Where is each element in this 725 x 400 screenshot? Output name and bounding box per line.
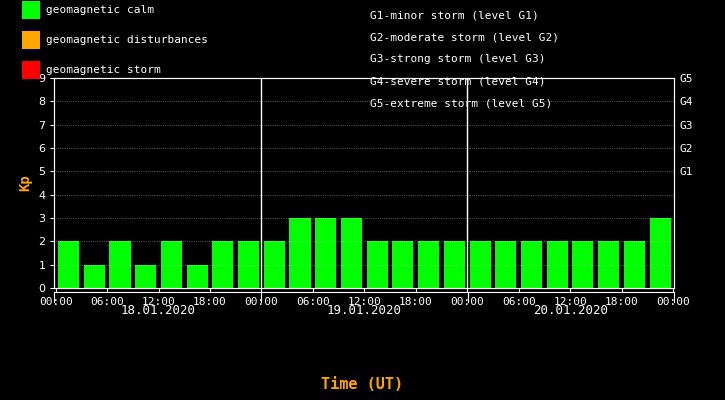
Bar [367, 241, 388, 288]
Bar [341, 218, 362, 288]
Bar [521, 241, 542, 288]
Bar [58, 241, 79, 288]
Bar [470, 241, 491, 288]
Text: G2-moderate storm (level G2): G2-moderate storm (level G2) [370, 32, 559, 42]
Text: 19.01.2020: 19.01.2020 [327, 304, 402, 316]
Bar [238, 241, 259, 288]
Text: geomagnetic disturbances: geomagnetic disturbances [46, 35, 207, 45]
Text: geomagnetic calm: geomagnetic calm [46, 5, 154, 15]
Text: 18.01.2020: 18.01.2020 [120, 304, 195, 316]
Text: G1-minor storm (level G1): G1-minor storm (level G1) [370, 10, 539, 20]
Bar [83, 265, 105, 288]
Text: G5-extreme storm (level G5): G5-extreme storm (level G5) [370, 98, 552, 108]
Bar [495, 241, 516, 288]
Text: 20.01.2020: 20.01.2020 [534, 304, 608, 316]
Bar [315, 218, 336, 288]
Text: G4-severe storm (level G4): G4-severe storm (level G4) [370, 76, 545, 86]
Bar [547, 241, 568, 288]
Bar [264, 241, 285, 288]
Bar [598, 241, 619, 288]
Bar [444, 241, 465, 288]
Bar [650, 218, 671, 288]
Bar [109, 241, 130, 288]
Y-axis label: Kp: Kp [19, 175, 33, 191]
Bar [418, 241, 439, 288]
Text: Time (UT): Time (UT) [321, 377, 404, 392]
Bar [135, 265, 156, 288]
Bar [161, 241, 182, 288]
Text: G3-strong storm (level G3): G3-strong storm (level G3) [370, 54, 545, 64]
Bar [186, 265, 207, 288]
Bar [392, 241, 413, 288]
Bar [212, 241, 233, 288]
Bar [289, 218, 310, 288]
Bar [573, 241, 594, 288]
Text: geomagnetic storm: geomagnetic storm [46, 65, 160, 75]
Bar [624, 241, 645, 288]
